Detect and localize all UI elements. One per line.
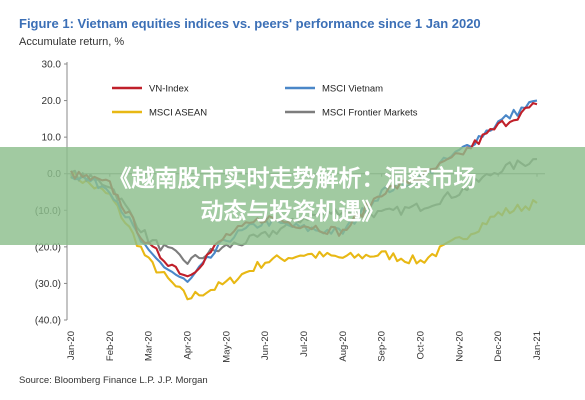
x-tick-label: May-20: [221, 331, 232, 363]
x-tick-label: Jan-21: [532, 331, 543, 360]
legend-label-msci-frontier-markets: MSCI Frontier Markets: [322, 108, 418, 119]
y-tick-label: (40.0): [35, 316, 61, 327]
banner-title-line-1: 《越南股市实时走势解析：洞察市场: [108, 166, 477, 192]
x-tick-label: Jun-20: [260, 331, 271, 360]
y-tick-label: 20.0: [42, 96, 62, 107]
x-tick-label: Oct-20: [416, 331, 427, 360]
x-tick-label: Aug-20: [338, 331, 349, 362]
y-axis-label: Accumulate return, %: [19, 36, 125, 48]
x-tick-label: Dec-20: [493, 331, 504, 362]
y-tick-label: 30.0: [42, 60, 62, 71]
chart-title: Figure 1: Vietnam equities indices vs. p…: [19, 16, 481, 31]
source-note: Source: Bloomberg Finance L.P. J.P. Morg…: [19, 375, 208, 386]
x-tick-label: Nov-20: [454, 331, 465, 362]
x-tick-label: Feb-20: [105, 331, 116, 361]
y-tick-label: 10.0: [42, 133, 62, 144]
x-tick-label: Apr-20: [183, 331, 194, 360]
x-tick-label: Mar-20: [144, 331, 155, 361]
x-tick-label: Jul-20: [299, 331, 310, 357]
y-tick-label: (30.0): [35, 279, 61, 290]
title-banner: 《越南股市实时走势解析：洞察市场 动态与投资机遇》: [0, 147, 585, 245]
chart-legend: VN-Index MSCI Vietnam MSCI ASEAN MSCI Front…: [112, 84, 418, 119]
legend-label-msci-vietnam: MSCI Vietnam: [322, 84, 383, 95]
banner-title-line-2: 动态与投资机遇》: [200, 199, 385, 225]
legend-label-vn-index: VN-Index: [149, 84, 189, 95]
legend-label-msci-asean: MSCI ASEAN: [149, 108, 207, 119]
y-tick-label: (20.0): [35, 242, 61, 253]
x-tick-label: Sep-20: [377, 331, 388, 362]
x-tick-label: Jan-20: [66, 331, 77, 360]
